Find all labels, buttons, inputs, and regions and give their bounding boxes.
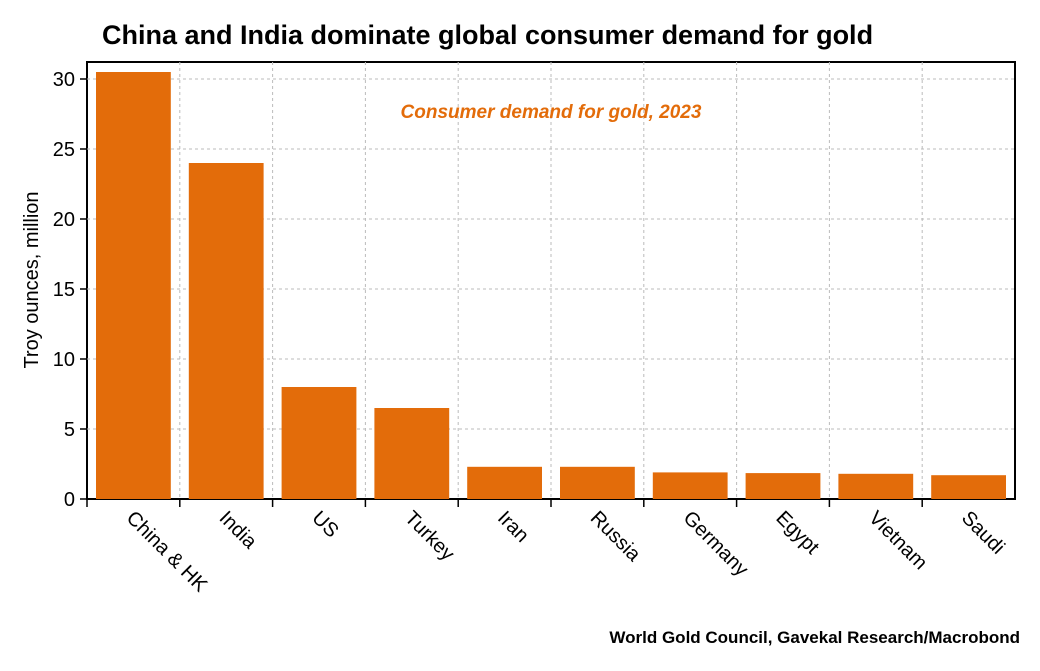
bar-iran	[467, 466, 542, 499]
bar-germany	[652, 472, 728, 499]
y-axis-label: Troy ounces, million	[21, 191, 43, 368]
source-note: World Gold Council, Gavekal Research/Mac…	[609, 628, 1020, 647]
x-tick-label: Egypt	[771, 507, 823, 559]
bar-india	[188, 163, 264, 499]
y-tick-label: 0	[64, 489, 75, 511]
x-tick-label: Russia	[586, 507, 645, 566]
x-tick-label: Vietnam	[864, 507, 931, 574]
chart-subtitle: Consumer demand for gold, 2023	[401, 102, 702, 123]
y-axis: 0 5 10 15 20 25 30	[53, 69, 87, 511]
y-tick-label: 15	[53, 279, 75, 301]
x-tick-label: Turkey	[400, 507, 458, 565]
x-tick-label: China & HK	[122, 507, 212, 597]
bar-us	[281, 387, 357, 499]
bar-vietnam	[838, 473, 914, 499]
x-tick-label: Germany	[679, 507, 753, 581]
bar-china-hk	[96, 72, 171, 499]
chart-title: China and India dominate global consumer…	[102, 20, 873, 50]
bar-russia	[560, 466, 635, 499]
bar-egypt	[745, 473, 821, 499]
bars	[96, 72, 1006, 499]
x-tick-label: US	[307, 507, 342, 542]
bar-saudi	[931, 475, 1006, 499]
y-tick-label: 10	[53, 349, 75, 371]
y-tick-label: 30	[53, 69, 75, 91]
x-tick-label: India	[215, 507, 262, 554]
x-tick-label: Saudi	[957, 507, 1009, 559]
y-tick-label: 20	[53, 209, 75, 231]
x-tick-label: Iran	[493, 507, 533, 547]
y-tick-label: 5	[64, 419, 75, 441]
x-axis: China & HK India US Turkey Iran Russia Germany…	[86, 499, 1009, 597]
bar-turkey	[374, 408, 450, 499]
y-tick-label: 25	[53, 139, 75, 161]
gridlines	[87, 62, 1015, 499]
